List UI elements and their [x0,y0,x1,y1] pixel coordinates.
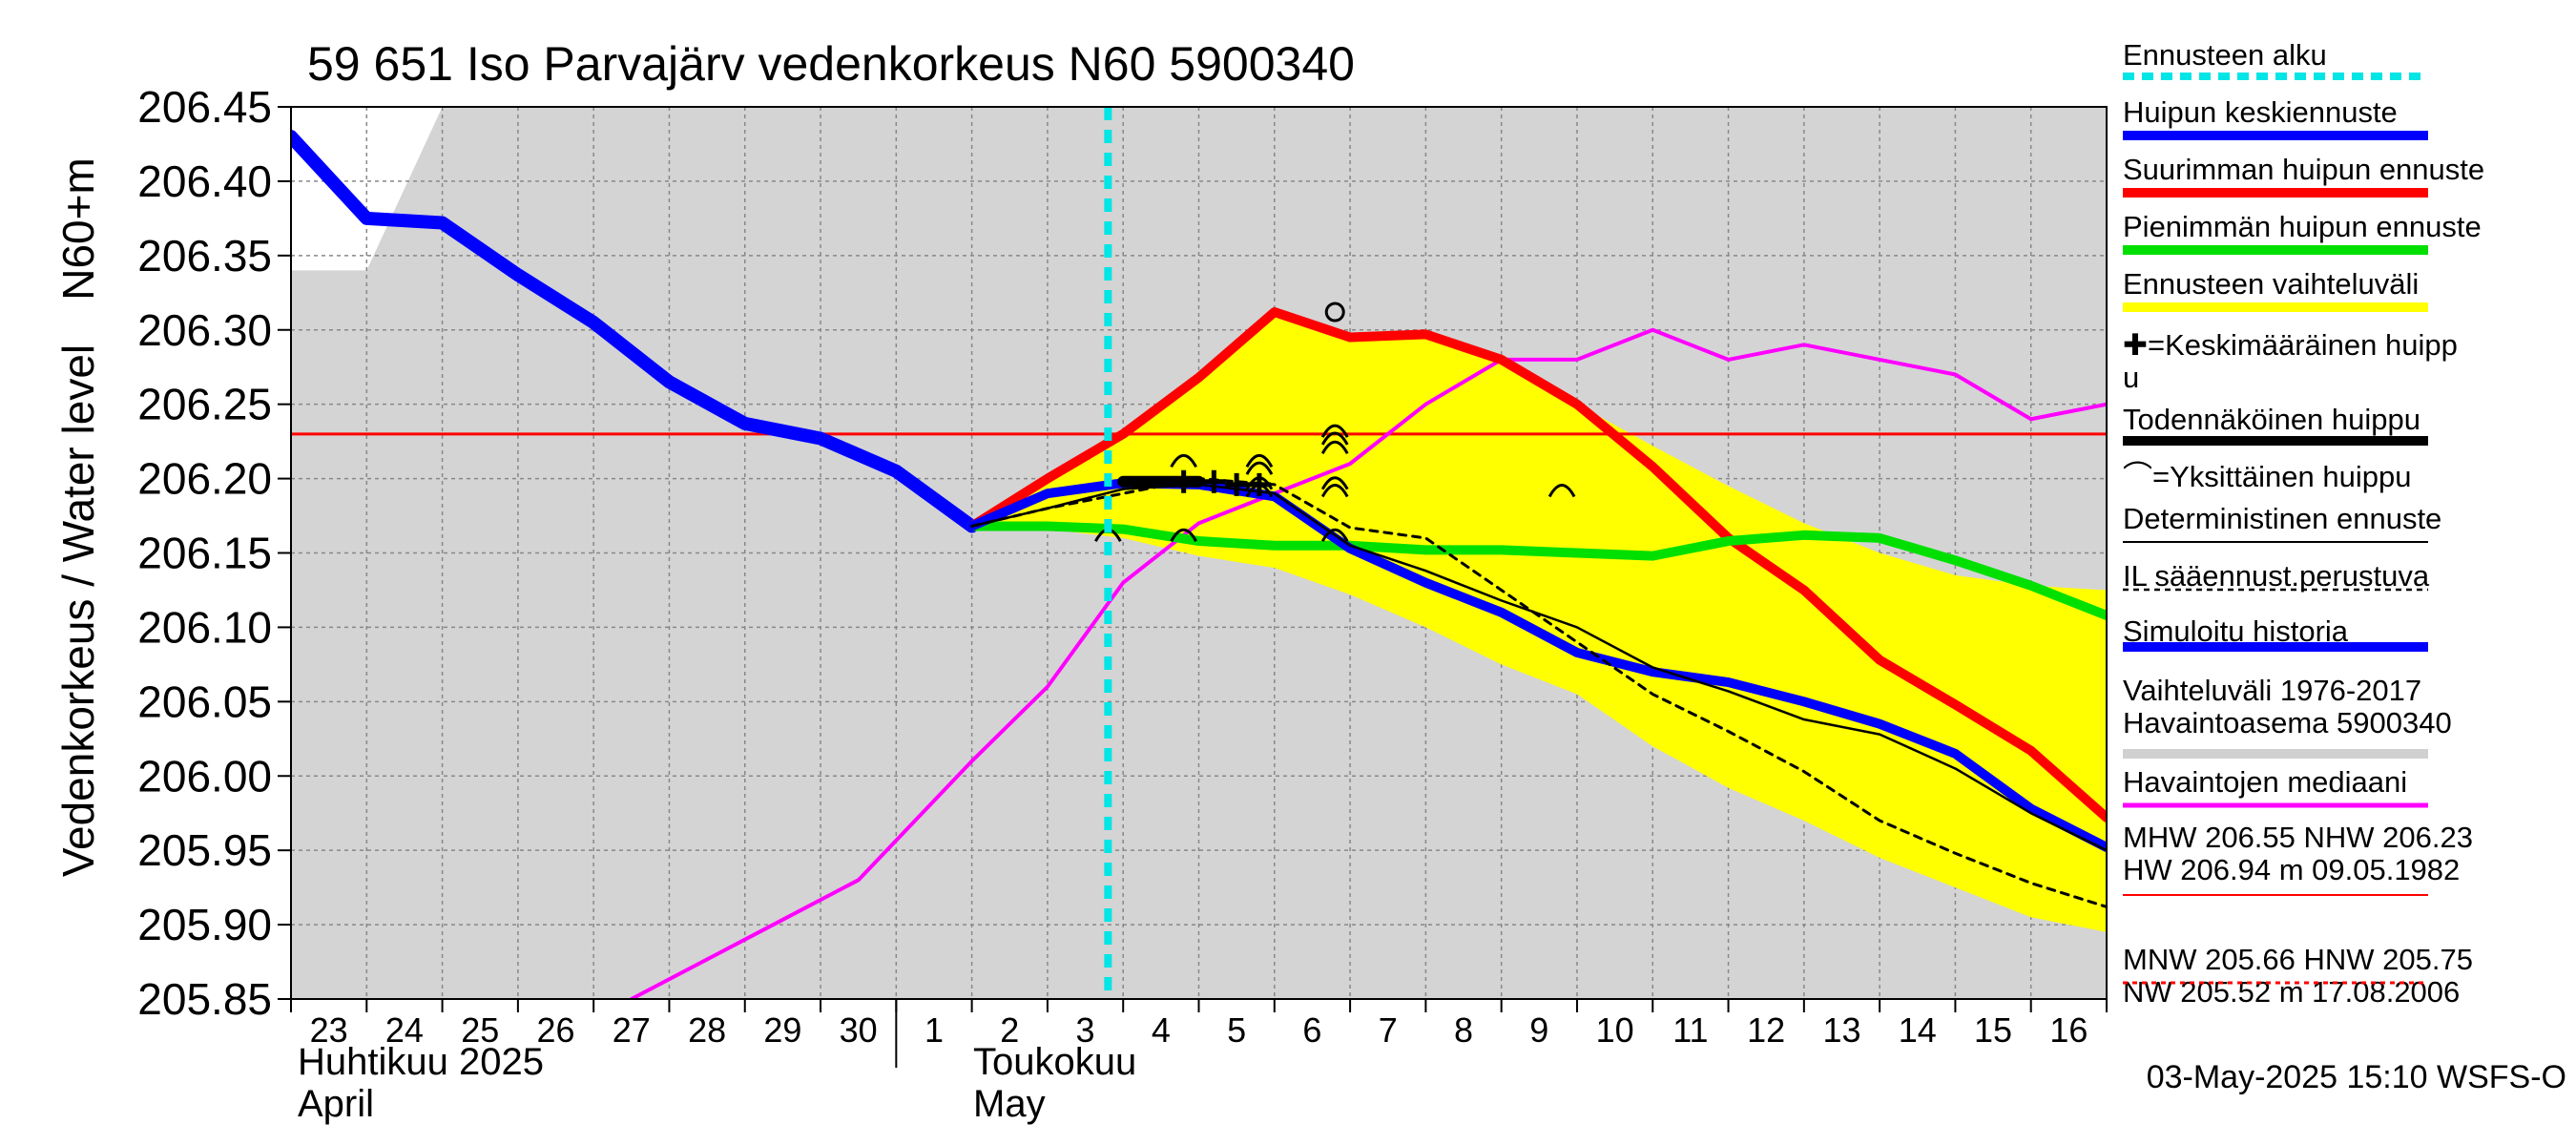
y-axis: 206.45 206.40 206.35 206.30 206.25 206.20 206.… [137,82,291,1024]
x-tick-label: 4 [1152,1010,1171,1050]
legend-label: Ennusteen vaihteluväli [2123,267,2419,301]
legend: Ennusteen alku Huipun keskiennuste Suurimm… [2123,38,2484,1009]
legend-label: u [2123,361,2139,394]
footer-timestamp: 03-May-2025 15:10 WSFS-O [2147,1059,2566,1095]
legend-label: Todennäköinen huippu [2123,403,2420,436]
single-peak-marker [1170,528,1197,542]
x-tick-label: 26 [536,1010,574,1050]
x-tick-label: 2 [1000,1010,1019,1050]
single-peak-marker [1320,528,1349,542]
single-peak-marker [1320,431,1349,446]
y-tick-label: 206.45 [137,82,272,132]
x-tick-label: 1 [924,1010,944,1050]
x-tick-label: 12 [1747,1010,1785,1050]
y-axis-unit-label: N60+m [53,157,103,301]
mean-peak-marker [1247,472,1271,496]
y-tick-label: 206.00 [137,751,272,801]
single-peak-marker [1320,476,1349,490]
x-tick-label: 9 [1529,1010,1548,1050]
legend-label: Suurimman huipun ennuste [2123,153,2484,186]
mean-peak-marker [1172,469,1195,493]
plot-area [291,107,2107,999]
single-peaks-layer [1094,302,1576,542]
y-tick-label: 206.25 [137,380,272,429]
legend-label: Havaintojen mediaani [2123,765,2407,799]
legend-label: NW 205.52 m 17.08.2006 [2123,975,2460,1009]
legend-label: MNW 205.66 HNW 205.75 [2123,943,2473,976]
y-tick-label: 205.90 [137,900,272,949]
y-tick-label: 206.40 [137,156,272,206]
legend-label: ✚=Keskimääräinen huipp [2123,328,2458,362]
y-tick-label: 206.05 [137,677,272,726]
single-peak-marker [1320,424,1349,438]
legend-label: HW 206.94 m 09.05.1982 [2123,853,2460,886]
x-tick-label: 7 [1379,1010,1398,1050]
x-tick-label: 3 [1076,1010,1095,1050]
y-tick-label: 206.20 [137,454,272,504]
x-tick-label: 16 [2049,1010,2088,1050]
month-label-april-en: April [298,1083,374,1125]
single-peak-marker [1320,440,1349,455]
y-tick-label: 206.15 [137,529,272,578]
y-tick-label: 206.10 [137,602,272,652]
x-tick-label: 23 [310,1010,348,1050]
month-label-may-fi: Toukokuu [973,1041,1136,1083]
mean-peak-marker [1225,472,1249,496]
legend-label: Pienimmän huipun ennuste [2123,210,2482,243]
x-tick-label: 13 [1822,1010,1860,1050]
x-tick-label: 10 [1596,1010,1634,1050]
y-tick-label: 206.35 [137,231,272,281]
x-tick-label: 25 [461,1010,499,1050]
x-tick-label: 8 [1454,1010,1473,1050]
legend-label: ⌒=Yksittäinen huippu [2123,460,2411,493]
legend-label: Deterministinen ennuste [2123,502,2441,535]
legend-label: Vaihteluväli 1976-2017 [2123,674,2421,707]
x-tick-label: 28 [688,1010,726,1050]
series-layer [291,130,2107,999]
y-tick-label: 205.85 [137,974,272,1024]
series-suurimman-huipun-ennuste [966,307,2107,822]
legend-label: Ennusteen alku [2123,38,2327,72]
x-tick-label: 29 [763,1010,801,1050]
y-tick-label: 205.95 [137,825,272,875]
single-peak-marker [1320,484,1349,498]
month-label-april-fi: Huhtikuu 2025 [298,1041,544,1083]
forecast-variation-band [971,312,2107,932]
x-tick-label: 11 [1672,1010,1708,1050]
x-tick-label: 5 [1227,1010,1246,1050]
x-tick-label: 14 [1899,1010,1937,1050]
chart-title: 59 651 Iso Parvajärv vedenkorkeus N60 59… [307,37,1355,91]
y-tick-label: 206.30 [137,305,272,355]
legend-label: MHW 206.55 NHW 206.23 [2123,821,2473,854]
legend-label: Havaintoasema 5900340 [2123,706,2452,739]
x-tick-label: 6 [1302,1010,1321,1050]
legend-label: Huipun keskiennuste [2123,95,2398,129]
series-havaintojen-mediaani [629,327,2107,999]
x-tick-label: 15 [1974,1010,2012,1050]
x-tick-label: 27 [613,1010,651,1050]
x-axis: 23 24 25 26 27 28 29 30 1 2 3 4 5 6 7 8 9 10 11 12 13 14 15 16 [290,999,2108,1068]
series-pienimmän-huipun-ennuste [966,521,2107,620]
legend-label: IL sääennust.perustuva [2123,559,2430,593]
x-tick-label: 30 [840,1010,878,1050]
single-peak-marker [1548,484,1576,498]
single-peak-marker [1245,461,1274,475]
x-tick-label: 24 [385,1010,424,1050]
series-simuloitu-historia [291,130,979,533]
month-label-may-en: May [973,1083,1046,1125]
max-peak-marker [1324,302,1345,323]
single-peak-marker [1245,453,1274,468]
single-peak-marker [1170,453,1197,468]
mean-peak-marker [1202,469,1226,493]
y-axis-label: Vedenkorkeus / Water level [53,344,103,877]
